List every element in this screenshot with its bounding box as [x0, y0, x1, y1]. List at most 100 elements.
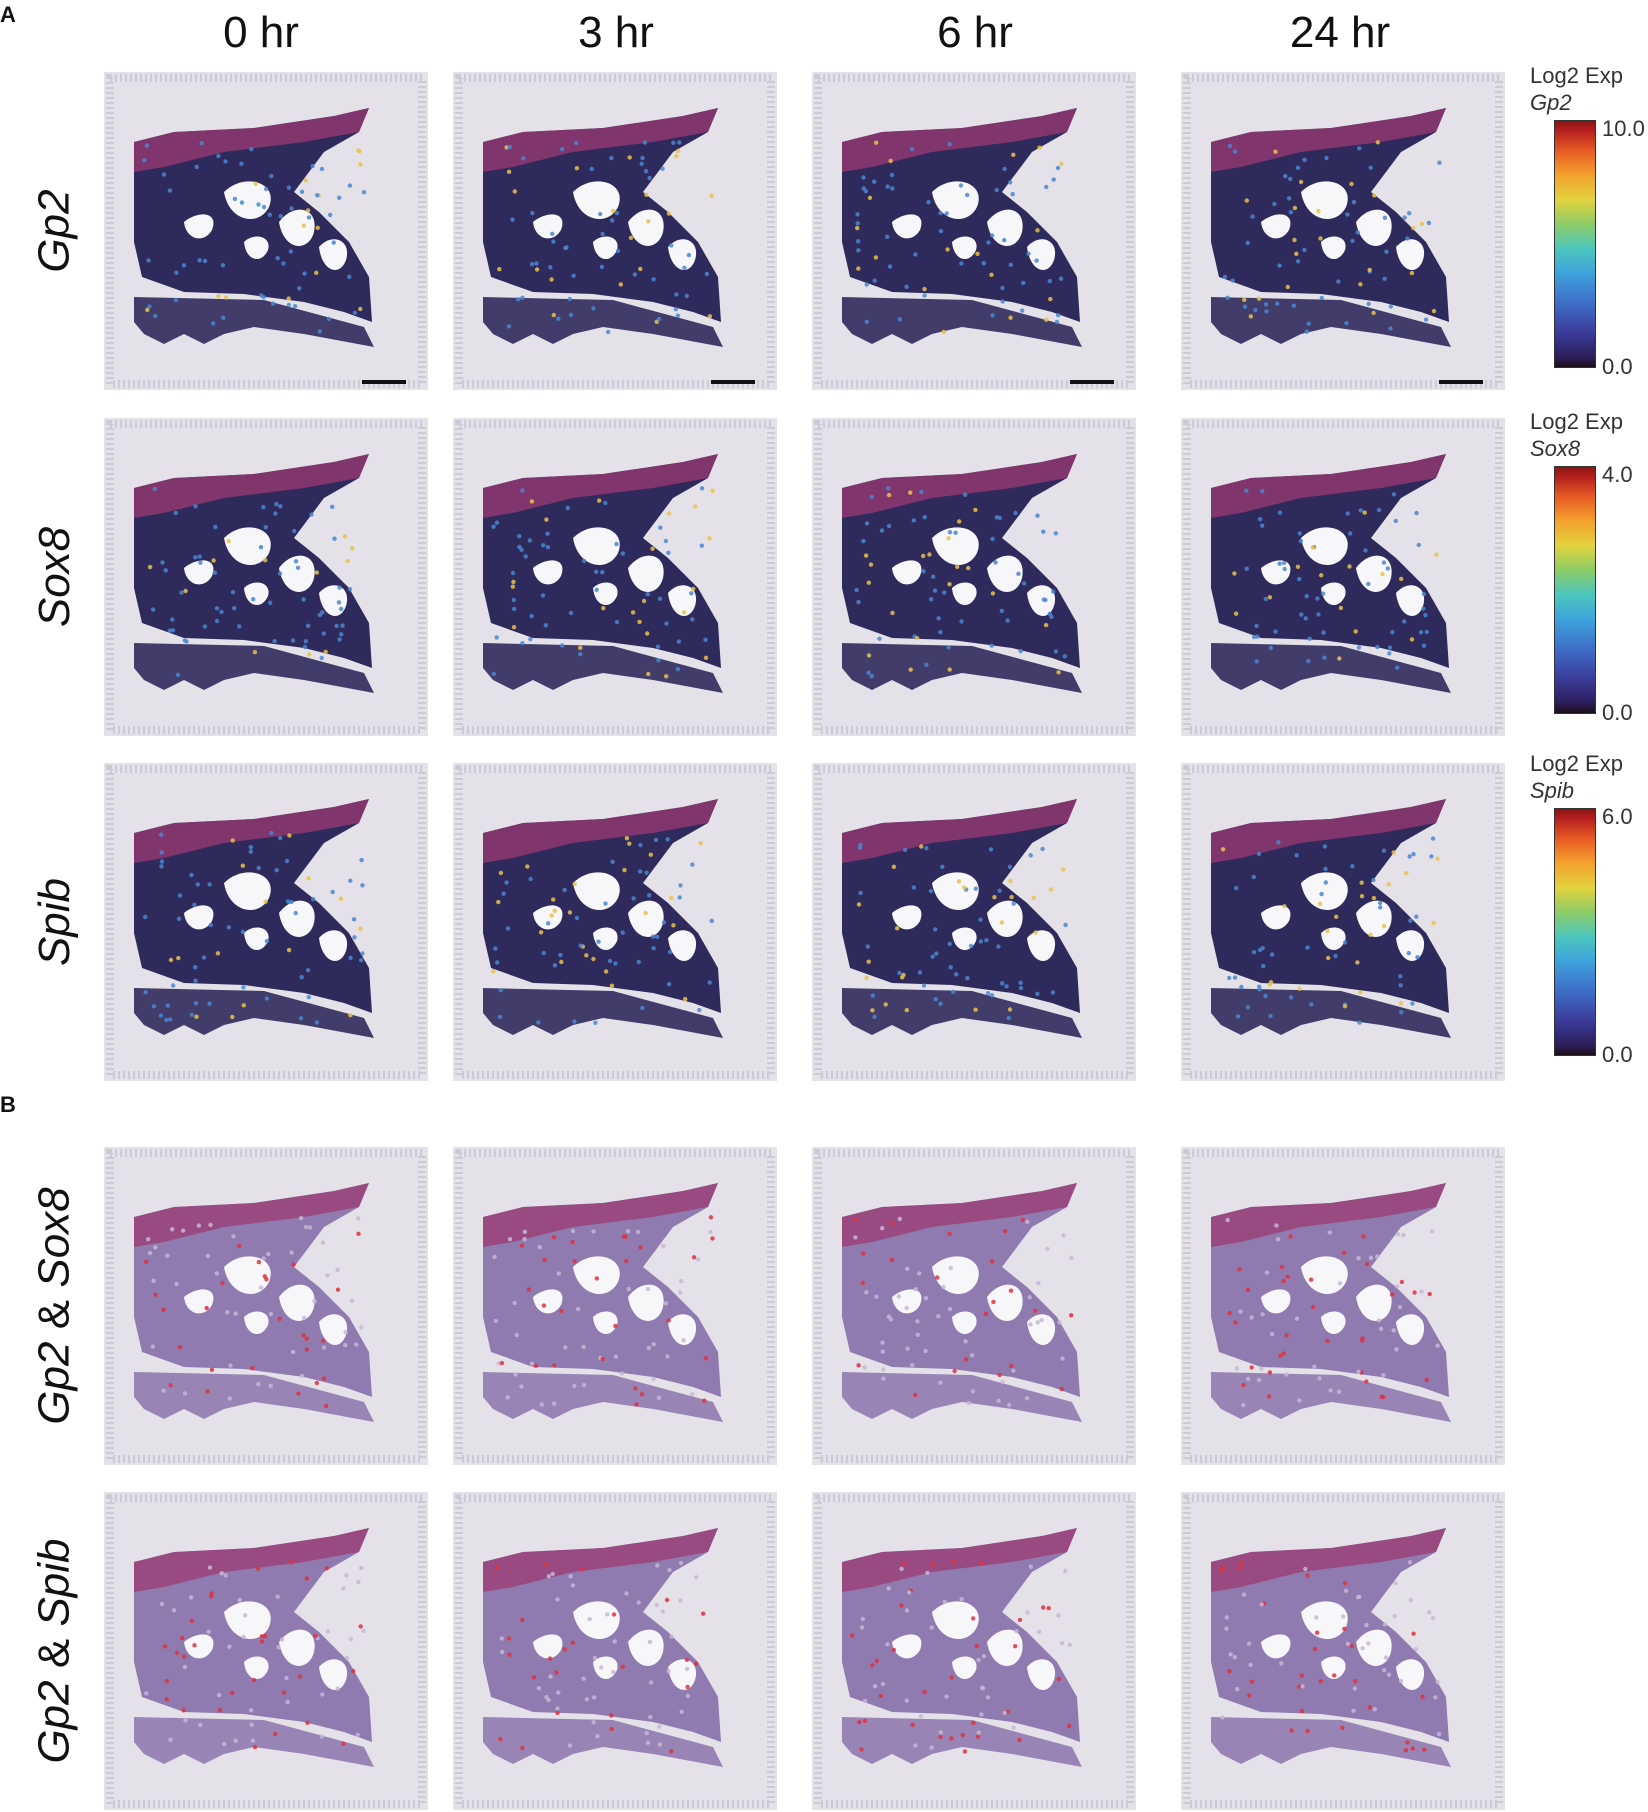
expression-spot [1307, 636, 1312, 641]
capture-area-frame [106, 1149, 426, 1463]
expression-spot [240, 863, 245, 868]
tissue-section-image [812, 1492, 1136, 1810]
expression-spot [361, 1628, 366, 1633]
expression-spot [281, 261, 286, 266]
tissue-epithelium [134, 1183, 369, 1247]
expression-spot [1325, 1338, 1330, 1343]
expression-spot [237, 1597, 242, 1603]
expression-spot [1272, 201, 1277, 207]
expression-spot [919, 844, 924, 849]
expression-spot [634, 1402, 639, 1407]
tissue-gap [628, 900, 664, 937]
tissue-gap [987, 555, 1023, 592]
expression-spot [152, 486, 157, 492]
expression-spot [1395, 665, 1400, 670]
expression-spot [161, 1307, 166, 1312]
expression-spot [857, 845, 863, 850]
expression-spot [864, 521, 870, 526]
expression-spot [192, 902, 197, 907]
expression-spot [1388, 326, 1393, 331]
expression-spot [855, 221, 860, 226]
expression-spot [145, 307, 150, 313]
expression-spot [679, 1709, 684, 1714]
expression-spot [1421, 643, 1427, 648]
expression-spot [216, 293, 221, 299]
expression-spot [345, 558, 350, 564]
expression-spot [624, 1258, 629, 1264]
expression-spot [959, 261, 964, 266]
expression-spot [682, 265, 687, 270]
expression-spot [1049, 614, 1054, 619]
expression-spot [581, 558, 587, 564]
expression-spot [699, 543, 704, 548]
tissue-epithelium [1211, 799, 1446, 863]
expression-spot [890, 610, 895, 616]
expression-spot [966, 565, 971, 571]
tissue-gap [892, 560, 922, 585]
expression-spot [552, 1363, 557, 1368]
expression-spot [905, 1346, 910, 1351]
expression-spot [671, 923, 676, 928]
expression-spot [232, 606, 237, 611]
expression-spot [980, 1686, 986, 1691]
expression-spot [963, 1339, 968, 1344]
expression-spot [946, 536, 951, 541]
expression-spot [985, 1695, 991, 1700]
expression-spot [1286, 196, 1292, 201]
expression-spot [1404, 871, 1409, 876]
expression-spot [904, 1608, 910, 1613]
expression-spot [975, 251, 980, 256]
expression-spot [161, 172, 167, 177]
expression-spot [1418, 630, 1424, 635]
expression-spot [1227, 1310, 1232, 1316]
expression-spot [989, 272, 994, 277]
expression-spot [168, 1017, 173, 1022]
expression-spot [902, 847, 908, 853]
expression-spot [1345, 511, 1350, 516]
expression-spot [1254, 659, 1259, 664]
panel-label-a: A [0, 2, 16, 27]
expression-spot [1306, 321, 1311, 326]
expression-spot [1349, 181, 1354, 187]
expression-spot [263, 558, 268, 563]
expression-spot [1413, 1647, 1419, 1652]
expression-spot [256, 202, 261, 207]
tissue-gap [1321, 1656, 1346, 1680]
expression-spot [144, 143, 150, 148]
expression-spot [1356, 645, 1362, 650]
expression-spot [263, 899, 268, 904]
tissue-epithelium [483, 454, 718, 518]
expression-spot [350, 546, 355, 551]
expression-spot [1297, 986, 1302, 991]
expression-spot [951, 989, 956, 994]
expression-spot [501, 891, 506, 896]
expression-spot [261, 505, 266, 510]
expression-spot [599, 1665, 604, 1670]
expression-spot [182, 1391, 188, 1396]
expression-spot [593, 1020, 598, 1025]
tissue-gap [932, 1601, 979, 1639]
expression-spot [263, 186, 269, 192]
expression-spot [1435, 856, 1440, 861]
expression-spot [1421, 606, 1426, 611]
expression-spot [292, 304, 298, 309]
expression-spot [1266, 1394, 1272, 1399]
expression-spot [603, 500, 608, 506]
expression-spot [531, 1675, 537, 1680]
expression-spot [319, 1734, 324, 1739]
expression-spot [938, 1380, 943, 1385]
expression-spot [286, 185, 292, 190]
expression-spot [1398, 983, 1403, 988]
expression-spot [144, 1691, 149, 1696]
expression-spot [341, 1741, 346, 1746]
expression-spot [704, 271, 710, 277]
expression-spot [181, 1228, 186, 1233]
tissue-gap [628, 1629, 664, 1666]
expression-spot [256, 865, 261, 871]
expression-spot [1431, 920, 1436, 926]
expression-spot [1234, 885, 1239, 891]
expression-spot [159, 859, 165, 864]
expression-spot [1047, 278, 1052, 284]
expression-spot [978, 917, 983, 922]
expression-spot [320, 1240, 326, 1245]
